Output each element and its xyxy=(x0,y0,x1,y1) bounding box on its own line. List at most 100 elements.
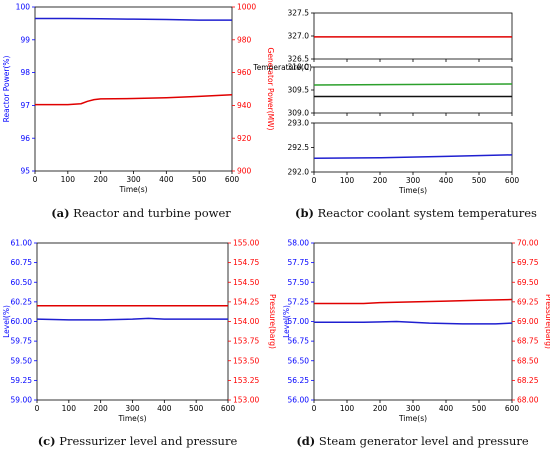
chart-d-series-left xyxy=(314,320,513,325)
chart-c-ylabel-right: Pressure(barg) xyxy=(268,294,277,349)
chart-d-ytick-right-label: 69.50 xyxy=(517,278,539,287)
chart-c-ytick-left-label: 60.75 xyxy=(11,258,33,267)
chart-c-ytick-right-label: 153.25 xyxy=(233,376,259,385)
chart-c-ytick-right-label: 154.75 xyxy=(233,258,259,267)
chart-a-xtick-label: 400 xyxy=(159,175,174,184)
chart-a-xlabel: Time(s) xyxy=(118,185,147,194)
chart-b-panel-3-xtick-label: 500 xyxy=(472,176,487,185)
chart-c-ytick-right-label: 153.75 xyxy=(233,337,259,346)
chart-c-ytick-right-label: 154.25 xyxy=(233,297,259,306)
chart-a-ytick-left-label: 99 xyxy=(20,35,30,44)
chart-a-ytick-left-label: 100 xyxy=(16,3,31,12)
chart-a-xtick-label: 200 xyxy=(94,175,109,184)
chart-b-panel-1-ytick-label: 326.5 xyxy=(288,55,310,64)
chart-d-xtick-label: 300 xyxy=(406,404,421,413)
chart-c-xtick-label: 0 xyxy=(35,404,40,413)
chart-d-ytick-right-label: 69.25 xyxy=(517,297,539,306)
chart-c-ytick-right-label: 154.00 xyxy=(233,317,259,326)
chart-d-plot-frame xyxy=(313,242,513,401)
chart-b-panel-2-series-1 xyxy=(313,83,513,86)
chart-c-ytick-left-label: 60.50 xyxy=(11,278,33,287)
caption-a: (a) Reactor and turbine power xyxy=(51,206,231,220)
chart-d-ytick-left-label: 57.00 xyxy=(288,317,310,326)
chart-c-ytick-right-label: 154.50 xyxy=(233,278,259,287)
chart-d-xtick-label: 0 xyxy=(312,404,317,413)
chart-b-panel-3-ytick-label: 293.0 xyxy=(288,119,310,128)
chart-d-ylabel-left: Level(%) xyxy=(282,305,291,338)
chart-a-xtick-label: 0 xyxy=(33,175,38,184)
chart-a-ytick-left-label: 95 xyxy=(20,167,30,176)
chart-d-ytick-right-label: 69.00 xyxy=(517,317,539,326)
chart-b-panel-3-xtick-label: 200 xyxy=(373,176,388,185)
chart-a-ytick-right-label: 980 xyxy=(237,35,252,44)
chart-d-ytick-left-label: 56.75 xyxy=(288,337,310,346)
caption-c: (c) Pressurizer level and pressure xyxy=(37,434,238,448)
chart-a-ytick-left-label: 97 xyxy=(20,101,30,110)
chart-c-ytick-right-label: 155.00 xyxy=(233,239,259,248)
chart-c-series-left xyxy=(36,317,228,321)
chart-b-panel-3-xtick-label: 300 xyxy=(406,176,421,185)
chart-a-plot-frame xyxy=(34,6,233,172)
chart-b-panel-2-frame xyxy=(313,66,513,114)
chart-b-panel-3-xtick-label: 600 xyxy=(505,176,520,185)
chart-b-panel-3-ytick-label: 292.5 xyxy=(288,143,310,152)
chart-c-xlabel: Time(s) xyxy=(117,414,146,423)
caption-b: (b) Reactor coolant system temperatures xyxy=(295,206,537,220)
chart-c-ytick-right-label: 153.50 xyxy=(233,356,259,365)
chart-a-ytick-left-label: 98 xyxy=(20,68,30,77)
chart-c-plot-frame xyxy=(36,242,229,401)
chart-d-xlabel: Time(s) xyxy=(398,414,427,423)
chart-c-ytick-left-label: 60.00 xyxy=(11,317,33,326)
chart-b-panel-3-xtick-label: 400 xyxy=(439,176,454,185)
chart-c-ytick-left-label: 61.00 xyxy=(11,239,33,248)
chart-a-ylabel-left: Reactor Power(%) xyxy=(2,55,11,122)
chart-b-panel-1-ytick-label: 327.0 xyxy=(288,32,310,41)
chart-b-panel-2-ytick-label: 310.0 xyxy=(288,63,310,72)
chart-d-xtick-label: 500 xyxy=(472,404,487,413)
chart-c-ytick-left-label: 59.75 xyxy=(11,337,33,346)
chart-d-ytick-left-label: 56.50 xyxy=(288,356,310,365)
chart-b-panel-3-xtick-label: 100 xyxy=(340,176,355,185)
chart-a-ylabel-right: Generator Power(MW) xyxy=(266,48,275,131)
chart-b-panel-3-frame xyxy=(313,122,513,173)
chart-a-ytick-right-label: 920 xyxy=(237,134,252,143)
chart-c-ytick-left-label: 59.50 xyxy=(11,356,33,365)
chart-c-ytick-right-label: 153.00 xyxy=(233,396,259,405)
chart-a-ytick-left-label: 96 xyxy=(20,134,30,143)
chart-a-xtick-label: 600 xyxy=(225,175,240,184)
chart-d-ytick-left-label: 56.00 xyxy=(288,396,310,405)
chart-a-xtick-label: 500 xyxy=(192,175,207,184)
chart-d-xtick-label: 200 xyxy=(373,404,388,413)
chart-a-xtick-label: 300 xyxy=(126,175,141,184)
chart-b-panel-2-ytick-label: 309.0 xyxy=(288,109,310,118)
chart-d-series-right xyxy=(314,298,513,305)
chart-d-ytick-right-label: 69.75 xyxy=(517,258,539,267)
chart-d-ytick-right-label: 68.25 xyxy=(517,376,539,385)
chart-d-ytick-right-label: 68.75 xyxy=(517,337,539,346)
caption-d: (d) Steam generator level and pressure xyxy=(296,434,529,448)
chart-b-panel-1-ytick-label: 327.5 xyxy=(288,9,310,18)
chart-d-ytick-left-label: 57.50 xyxy=(288,278,310,287)
chart-a-xtick-label: 100 xyxy=(61,175,76,184)
chart-b-panel-2-ytick-label: 309.5 xyxy=(288,86,310,95)
chart-d-ytick-right-label: 70.00 xyxy=(517,239,539,248)
chart-a-ytick-right-label: 1000 xyxy=(237,3,256,12)
chart-c-xtick-label: 500 xyxy=(189,404,204,413)
chart-d-ylabel-right: Pressure(barg) xyxy=(544,294,550,349)
chart-d-ytick-left-label: 57.25 xyxy=(288,297,310,306)
chart-c-xtick-label: 300 xyxy=(125,404,140,413)
chart-c-xtick-label: 200 xyxy=(94,404,109,413)
chart-a-ytick-right-label: 940 xyxy=(237,101,252,110)
chart-d-ytick-right-label: 68.50 xyxy=(517,356,539,365)
chart-c-xtick-label: 100 xyxy=(62,404,77,413)
chart-a-ytick-right-label: 960 xyxy=(237,68,252,77)
chart-c-ylabel-left: Level(%) xyxy=(2,305,11,338)
chart-d-ytick-left-label: 57.75 xyxy=(288,258,310,267)
chart-c-ytick-left-label: 59.00 xyxy=(11,396,33,405)
chart-d-xtick-label: 600 xyxy=(505,404,520,413)
chart-b-xlabel: Time(s) xyxy=(398,186,427,195)
chart-b-panel-3-series-1 xyxy=(313,154,513,160)
chart-a-series-left xyxy=(35,17,232,21)
chart-c-xtick-label: 600 xyxy=(221,404,236,413)
